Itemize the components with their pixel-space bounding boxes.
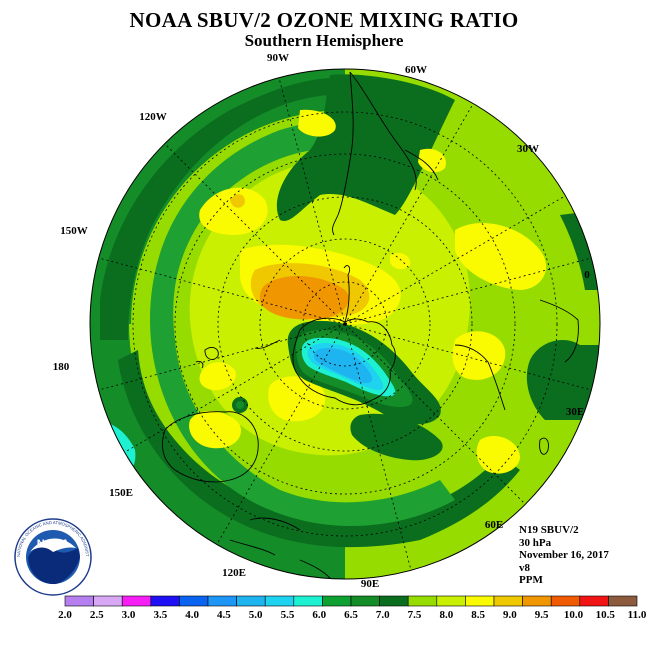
lon-label-60e: 60E [485,519,503,531]
colorbar-tick-label: 8.5 [471,609,485,621]
colorbar-tick-label: 5.5 [281,609,295,621]
map-subtitle: Southern Hemisphere [244,31,404,50]
lon-label-150w: 150W [60,225,88,237]
colorbar-swatch [236,595,266,607]
colorbar-tick-label: 6.0 [312,609,326,621]
colorbar-tick-label: 10.5 [596,609,616,621]
colorbar-swatch [293,595,323,607]
colorbar-tick-label: 3.5 [153,609,167,621]
date-label: November 16, 2017 [519,549,609,561]
colorbar-swatch [322,595,352,607]
colorbar-swatch [465,595,495,607]
colorbar-swatch [579,595,609,607]
lon-label-150e: 150E [109,487,133,499]
colorbar-swatch [407,595,438,607]
colorbar-swatch [264,595,295,607]
graticule [98,77,592,571]
colorbar-tick-label: 9.5 [535,609,549,621]
colorbar-tick-label: 2.5 [90,609,104,621]
version-label: v8 [519,561,530,574]
colorbar: 2.0 2.5 3.0 3.5 4.0 4.5 5.0 5.5 6.0 6.5 7.0 7.5 8.0 8… [58,595,647,621]
noaa-logo: NOAA NATIONAL OCEANIC AND ATMOSPHERIC AD… [0,0,92,596]
lon-label-90w: 90W [267,52,289,64]
colorbar-tick-label: 2.0 [58,609,72,621]
colorbar-tick-label: 4.0 [185,609,199,621]
colorbar-swatch [121,595,152,607]
map-title: NOAA SBUV/2 OZONE MIXING RATIO [129,8,519,32]
pressure-level-label: 30 hPa [519,536,552,549]
lon-label-120e: 120E [222,567,246,579]
colorbar-swatch [436,595,466,607]
lon-label-180: 180 [53,361,70,373]
colorbar-tick-label: 5.0 [249,609,263,621]
colorbar-swatch [93,595,123,607]
lon-label-90e: 90E [361,578,379,590]
ozone-field [90,69,600,579]
noaa-logo-ring-text: NATIONAL OCEANIC AND ATMOSPHERIC ADMINIS… [0,0,90,557]
colorbar-swatch [350,595,380,607]
colorbar-swatch [207,595,237,607]
units-label: PPM [519,574,543,586]
colorbar-tick-label: 8.0 [439,609,453,621]
colorbar-tick-label: 4.5 [217,609,231,621]
colorbar-swatch [150,595,180,607]
colorbar-tick-label: 3.0 [122,609,136,621]
lon-label-60w: 60W [405,64,427,76]
colorbar-swatch [493,595,523,607]
colorbar-tick-label: 10.0 [564,609,584,621]
colorbar-swatch [550,595,581,607]
colorbar-tick-label: 6.5 [344,609,358,621]
colorbar-swatch [522,595,552,607]
lon-label-30w: 30W [517,143,539,155]
colorbar-tick-label: 7.5 [408,609,422,621]
colorbar-swatch [379,595,409,607]
satellite-label: N19 SBUV/2 [519,524,579,536]
colorbar-tick-label: 11.0 [628,609,647,621]
info-block: N19 SBUV/2 30 hPa November 16, 2017 v8 P… [519,524,609,587]
colorbar-tick-label: 7.0 [376,609,390,621]
lon-label-120w: 120W [139,111,167,123]
colorbar-swatch [64,595,94,607]
coastlines [162,71,579,579]
colorbar-swatch [608,595,638,607]
colorbar-tick-label: 9.0 [503,609,517,621]
noaa-logo-text: NOAA [37,538,69,550]
lon-label-0: 0 [584,269,590,281]
map-boundary [89,68,601,580]
lon-label-30e: 30E [566,406,584,418]
colorbar-swatch [179,595,209,607]
